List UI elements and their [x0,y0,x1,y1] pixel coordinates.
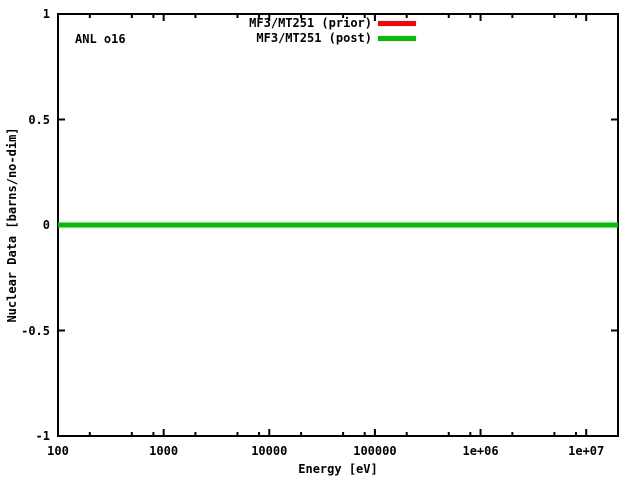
y-tick-label: 1 [42,7,50,21]
x-tick-label: 100000 [353,444,397,458]
legend-entry-0: MF3/MT251 (prior) [249,17,416,29]
legend-label: MF3/MT251 (prior) [249,16,372,30]
x-tick-label: 10000 [251,444,288,458]
legend-swatch [378,20,416,26]
x-tick-label: 1e+06 [462,444,499,458]
x-tick-label: 100 [47,444,69,458]
y-tick-label: 0 [42,218,50,232]
plot-annotation: ANL o16 [75,32,126,46]
legend-entry-1: MF3/MT251 (post) [256,32,416,44]
legend: MF3/MT251 (prior) MF3/MT251 (post) [249,17,416,44]
x-tick-label: 1000 [149,444,179,458]
legend-label: MF3/MT251 (post) [256,31,372,45]
y-tick-label: -0.5 [21,323,50,338]
x-axis-title: Energy [eV] [298,462,378,476]
y-tick-label: -1 [35,429,50,443]
x-tick-label: 1e+07 [568,444,605,458]
y-tick-label: 0.5 [28,112,50,127]
legend-swatch [378,35,416,41]
